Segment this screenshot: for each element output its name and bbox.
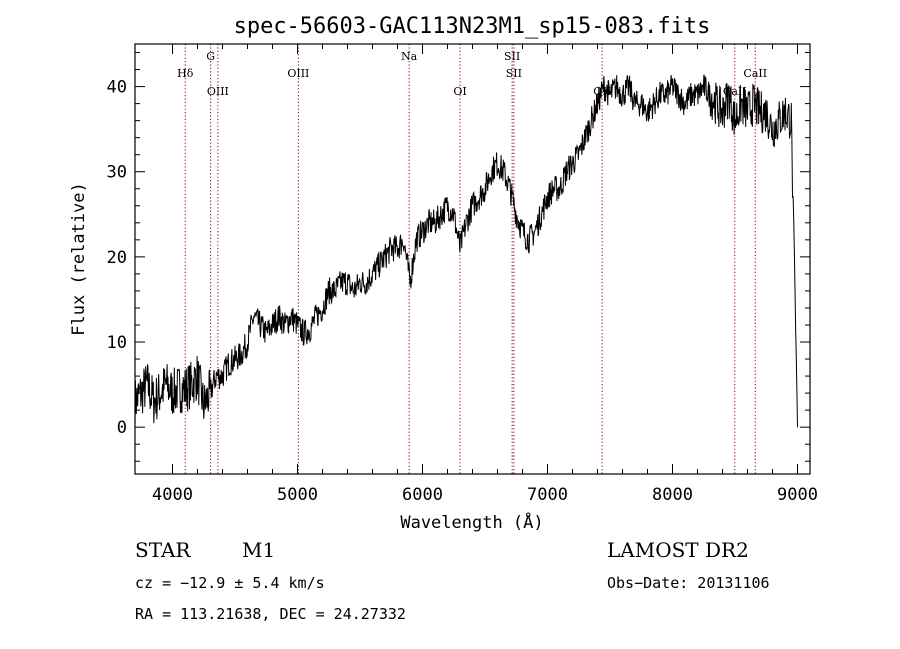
x-tick-label: 9000 <box>777 485 818 505</box>
spectral-line-label-2: OIII <box>207 85 229 98</box>
spectral-line-label-6: SII <box>504 50 520 63</box>
y-tick-label: 0 <box>117 418 127 438</box>
spectral-line-label-7: SII <box>506 67 522 80</box>
x-tick-label: 7000 <box>527 485 568 505</box>
observation-date: Obs−Date: 20131106 <box>607 574 770 592</box>
spectral-line-label-3: OIII <box>287 67 309 80</box>
x-tick-label: 5000 <box>277 485 318 505</box>
y-axis-label: Flux (relative) <box>69 182 89 336</box>
plot-frame <box>134 43 811 475</box>
chart-title: spec-56603-GAC113N23M1_sp15-083.fits <box>234 14 711 39</box>
spectrum-line-0 <box>134 74 798 428</box>
coordinates: RA = 113.21638, DEC = 24.27332 <box>135 605 406 623</box>
x-tick-label: 8000 <box>652 485 693 505</box>
y-tick-label: 30 <box>107 163 127 183</box>
spectrum-series <box>134 74 798 428</box>
y-tick-label: 40 <box>107 78 127 98</box>
spectral-line-label-4: Na <box>401 50 418 63</box>
x-tick-label: 4000 <box>152 485 193 505</box>
spectral-line-label-1: G <box>206 50 215 63</box>
y-tick-label: 10 <box>107 333 127 353</box>
x-tick-label: 6000 <box>402 485 443 505</box>
object-subclass: M1 <box>242 538 275 562</box>
spectral-line-label-5: OI <box>453 85 466 98</box>
object-class: STAR <box>135 538 191 562</box>
spectral-line-label-0: Hδ <box>177 67 194 80</box>
x-axis-label: Wavelength (Å) <box>400 511 543 533</box>
survey-name: LAMOST DR2 <box>607 538 749 562</box>
axis-ticks: 4000 5000 6000 7000 8000 9000 0 10 20 30 40 <box>107 44 818 505</box>
redshift-cz: cz = −12.9 ± 5.4 km/s <box>135 574 325 592</box>
spectral-line-label-10: CaII <box>743 67 767 80</box>
y-tick-label: 20 <box>107 248 127 268</box>
